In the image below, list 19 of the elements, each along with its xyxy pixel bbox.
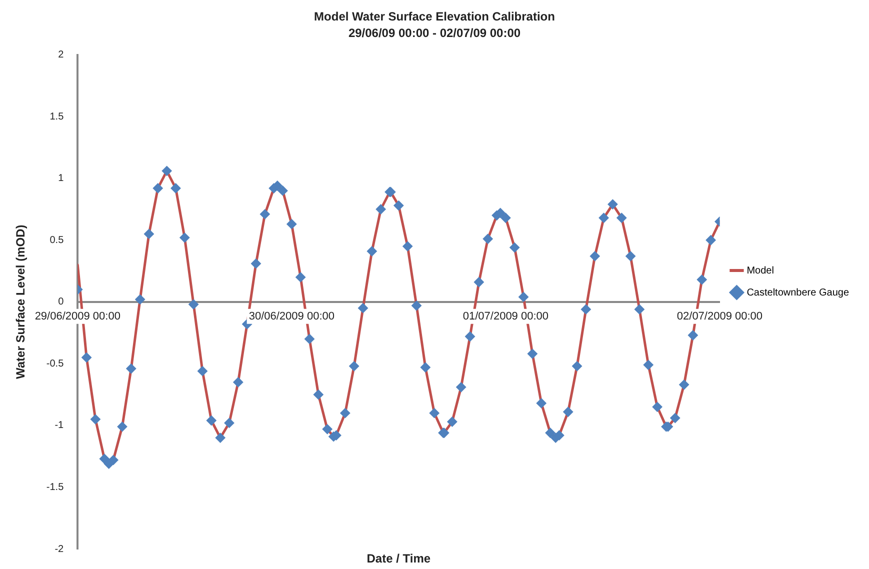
x-tick-label: 30/06/2009 00:00: [248, 310, 334, 322]
y-tick-label: -2: [54, 544, 64, 555]
legend-label: Casteltownbere Gauge: [746, 287, 850, 298]
x-axis-title: Date / Time: [366, 551, 431, 566]
legend-label: Model: [746, 265, 774, 276]
y-tick-label: 0.5: [50, 234, 64, 246]
y-tick-label: 0: [58, 296, 64, 308]
y-tick-label: -1.5: [46, 482, 64, 493]
y-tick-label: 2: [58, 50, 64, 61]
chart-subtitle: 29/06/09 00:00 - 02/07/09 00:00: [348, 26, 521, 40]
y-tick-label: -1: [54, 420, 64, 432]
chart-title: Model Water Surface Elevation Calibration: [314, 10, 555, 24]
y-tick-label: -0.5: [46, 358, 64, 370]
x-tick-label: 01/07/2009 00:00: [462, 310, 549, 322]
y-tick-label: 1.5: [50, 111, 64, 122]
x-tick-label: 02/07/2009 00:00: [676, 310, 763, 322]
y-tick-label: 1: [58, 173, 64, 184]
y-axis-title: Water Surface Level (mOD): [14, 224, 28, 380]
x-tick-label: 29/06/2009 00:00: [34, 310, 120, 322]
